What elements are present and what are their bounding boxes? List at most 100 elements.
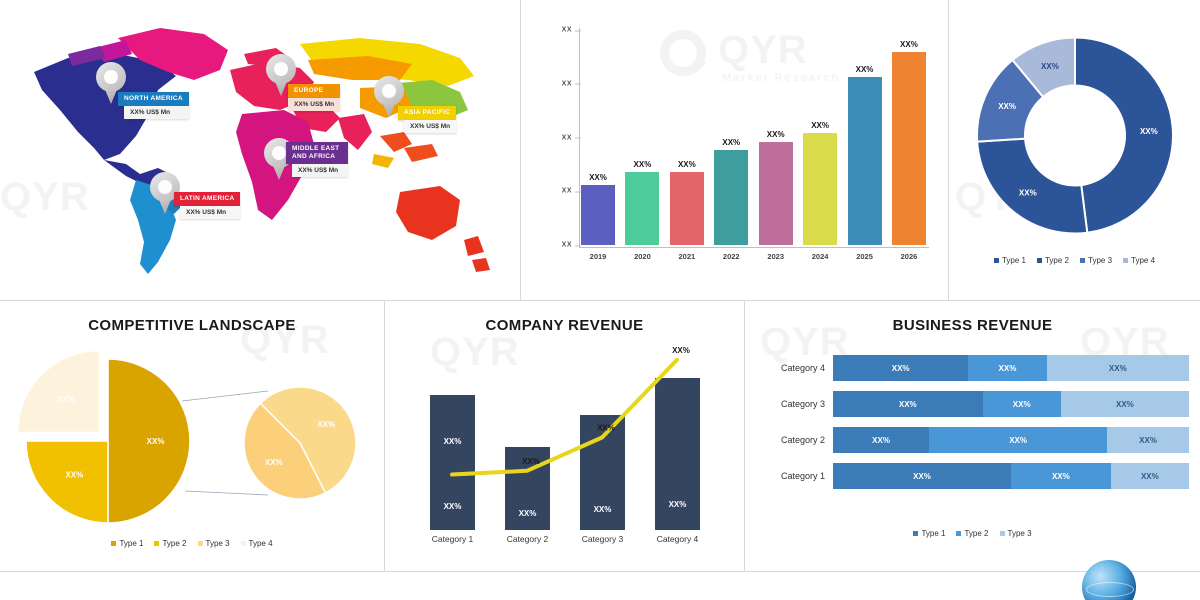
business-revenue-segment[interactable]: XX% bbox=[982, 391, 1061, 417]
pie-slice-label: XX% bbox=[65, 471, 83, 480]
donut-chart-svg[interactable]: XX% XX% XX% XX% bbox=[967, 28, 1182, 243]
business-revenue-segment[interactable]: XX% bbox=[833, 355, 969, 381]
business-revenue-segment[interactable]: XX% bbox=[833, 427, 930, 453]
bar-chart-bar-rect[interactable] bbox=[758, 141, 793, 245]
business-revenue-segment[interactable]: XX% bbox=[833, 463, 1011, 489]
bar-chart-bar[interactable]: XX% bbox=[891, 40, 926, 245]
company-revenue-bar-rect[interactable]: XX% XX% bbox=[430, 394, 475, 530]
legend-item[interactable]: Type 4 bbox=[240, 539, 273, 548]
pie-connector-line bbox=[181, 390, 269, 402]
company-revenue-bars: XX% XX% XX% XX% XX% bbox=[415, 345, 715, 530]
donut-slice[interactable] bbox=[1073, 36, 1174, 234]
company-revenue-bar[interactable]: XX% bbox=[580, 415, 625, 530]
map-pin-icon-north-america[interactable] bbox=[96, 62, 126, 104]
bar-chart-bar-rect[interactable] bbox=[847, 77, 882, 245]
map-region-label: NORTH AMERICA bbox=[118, 92, 189, 107]
donut-slice[interactable] bbox=[975, 137, 1088, 235]
bar-chart-x-label: 2023 bbox=[767, 252, 785, 261]
donut-chart: XX% XX% XX% XX% bbox=[967, 28, 1182, 248]
business-revenue-row: Category 4 XX% XX% XX% bbox=[759, 355, 1189, 381]
legend-item[interactable]: Type 1 bbox=[913, 529, 945, 538]
business-revenue-row: Category 2 XX% XX% XX% bbox=[759, 427, 1189, 453]
company-revenue-x-label: Category 3 bbox=[581, 534, 624, 544]
legend-swatch-icon bbox=[111, 541, 117, 546]
map-region-europe[interactable]: EUROPE XX% US$ Mn bbox=[288, 84, 341, 112]
donut-chart-legend: Type 1 Type 2 Type 3 Type 4 bbox=[949, 256, 1200, 265]
business-revenue-segment[interactable]: XX% bbox=[1110, 463, 1189, 489]
bar-chart-bar[interactable]: XX% bbox=[758, 130, 793, 245]
business-revenue-segment[interactable]: XX% bbox=[1060, 391, 1189, 417]
bar-chart-bar[interactable]: XX% bbox=[581, 173, 615, 245]
legend-item[interactable]: Type 3 bbox=[1080, 256, 1112, 265]
business-revenue-segment[interactable]: XX% bbox=[968, 355, 1047, 381]
pie-slice[interactable] bbox=[107, 358, 191, 524]
map-pin-icon-asia-pacific[interactable] bbox=[374, 76, 404, 118]
map-pin-icon-latin-america[interactable] bbox=[150, 172, 180, 214]
legend-swatch-icon bbox=[956, 531, 962, 536]
legend-swatch-icon bbox=[993, 258, 999, 263]
company-revenue-bar-rect[interactable]: XX% bbox=[505, 446, 550, 530]
legend-item[interactable]: Type 2 bbox=[956, 529, 989, 538]
pie-secondary-slice[interactable] bbox=[243, 402, 327, 500]
legend-item[interactable]: Type 2 bbox=[154, 539, 187, 548]
company-revenue-x-label: Category 1 bbox=[431, 534, 474, 544]
pie-slice[interactable] bbox=[16, 349, 101, 434]
bar-chart-bar[interactable]: XX% bbox=[803, 121, 838, 245]
map-region-value: XX% US$ Mn bbox=[288, 98, 341, 112]
bar-chart-bar[interactable]: XX% bbox=[669, 160, 704, 245]
bar-chart-bar[interactable]: XX% bbox=[625, 160, 660, 245]
donut-slice-label: XX% bbox=[1139, 127, 1157, 136]
pie-slice-label: XX% bbox=[57, 395, 75, 404]
bar-chart-bar-rect[interactable] bbox=[891, 51, 926, 245]
legend-item[interactable]: Type 4 bbox=[1123, 256, 1155, 265]
legend-item[interactable]: Type 3 bbox=[999, 529, 1032, 538]
bar-chart-y-tick: XX bbox=[562, 80, 582, 87]
company-revenue-bar[interactable]: XX% bbox=[505, 446, 550, 530]
business-revenue-segment[interactable]: XX% bbox=[1011, 463, 1111, 489]
business-revenue-stacked-bar: XX% XX% XX% bbox=[833, 391, 1189, 417]
business-revenue-segment[interactable]: XX% bbox=[1107, 427, 1189, 453]
bar-chart-bar-rect[interactable] bbox=[625, 171, 660, 245]
company-revenue-bar[interactable]: XX% XX% bbox=[430, 394, 475, 530]
bar-chart-bar[interactable]: XX% bbox=[847, 65, 882, 245]
pie-secondary-slice-label: XX% bbox=[265, 458, 283, 467]
company-revenue-bar-rect[interactable]: XX% bbox=[655, 378, 700, 530]
bar-chart-bar-rect[interactable] bbox=[714, 150, 749, 245]
business-revenue-segment[interactable]: XX% bbox=[1046, 355, 1189, 381]
bar-chart-x-label: 2022 bbox=[722, 252, 740, 261]
business-revenue-rows: Category 4 XX% XX% XX% Category 3 XX% XX% XX% Ca… bbox=[759, 355, 1189, 499]
map-region-middle-east-africa[interactable]: MIDDLE EAST AND AFRICA XX% US$ Mn bbox=[286, 142, 348, 178]
bar-chart-series: XX% XX% XX% XX% XX% XX% XX% XX% bbox=[581, 30, 926, 245]
legend-item[interactable]: Type 2 bbox=[1036, 256, 1069, 265]
legend-label: Type 3 bbox=[1088, 256, 1113, 265]
legend-item[interactable]: Type 1 bbox=[993, 256, 1026, 265]
company-revenue-bar[interactable]: XX% bbox=[655, 378, 700, 530]
type-donut-chart-panel: XX% XX% XX% XX% Type 1 Type 2 Type 3 Type 4 bbox=[949, 0, 1200, 300]
business-revenue-panel: BUSINESS REVENUE Category 4 XX% XX% XX% Cate… bbox=[745, 301, 1200, 600]
legend-item[interactable]: Type 1 bbox=[111, 539, 143, 548]
legend-swatch-icon bbox=[240, 541, 246, 546]
pie-of-pie-chart-svg[interactable]: XX% XX% XX% XX% XX% bbox=[0, 343, 384, 543]
bar-chart-bar[interactable]: XX% bbox=[714, 138, 749, 245]
bar-chart-bar-rect[interactable] bbox=[803, 133, 838, 245]
pie-slice[interactable] bbox=[25, 440, 109, 524]
bar-chart-bar-rect[interactable] bbox=[669, 171, 704, 245]
legend-label: Type 2 bbox=[1044, 256, 1069, 265]
map-region-value: XX% US$ Mn bbox=[180, 206, 241, 220]
bar-chart-bar-rect[interactable] bbox=[581, 184, 615, 245]
map-region-asia-pacific[interactable]: ASIA PACIFIC XX% US$ Mn bbox=[398, 106, 457, 134]
legend-item[interactable]: Type 3 bbox=[197, 539, 230, 548]
pie-secondary-slice[interactable] bbox=[259, 386, 357, 494]
legend-label: Type 3 bbox=[205, 539, 230, 548]
business-revenue-segment[interactable]: XX% bbox=[833, 391, 983, 417]
company-revenue-title: COMPANY REVENUE bbox=[485, 317, 644, 334]
globe-logo-icon bbox=[1082, 560, 1136, 600]
company-revenue-bar-rect[interactable]: XX% bbox=[580, 415, 625, 530]
donut-slice[interactable] bbox=[1010, 36, 1076, 99]
business-revenue-segment[interactable]: XX% bbox=[929, 427, 1108, 453]
map-pin-icon-europe[interactable] bbox=[266, 54, 296, 96]
map-region-north-america[interactable]: NORTH AMERICA XX% US$ Mn bbox=[118, 92, 189, 120]
map-region-latin-america[interactable]: LATIN AMERICA XX% US$ Mn bbox=[174, 192, 241, 220]
bar-chart-bar-label: XX% bbox=[855, 65, 874, 75]
map-region-value: XX% US$ Mn bbox=[124, 106, 189, 120]
